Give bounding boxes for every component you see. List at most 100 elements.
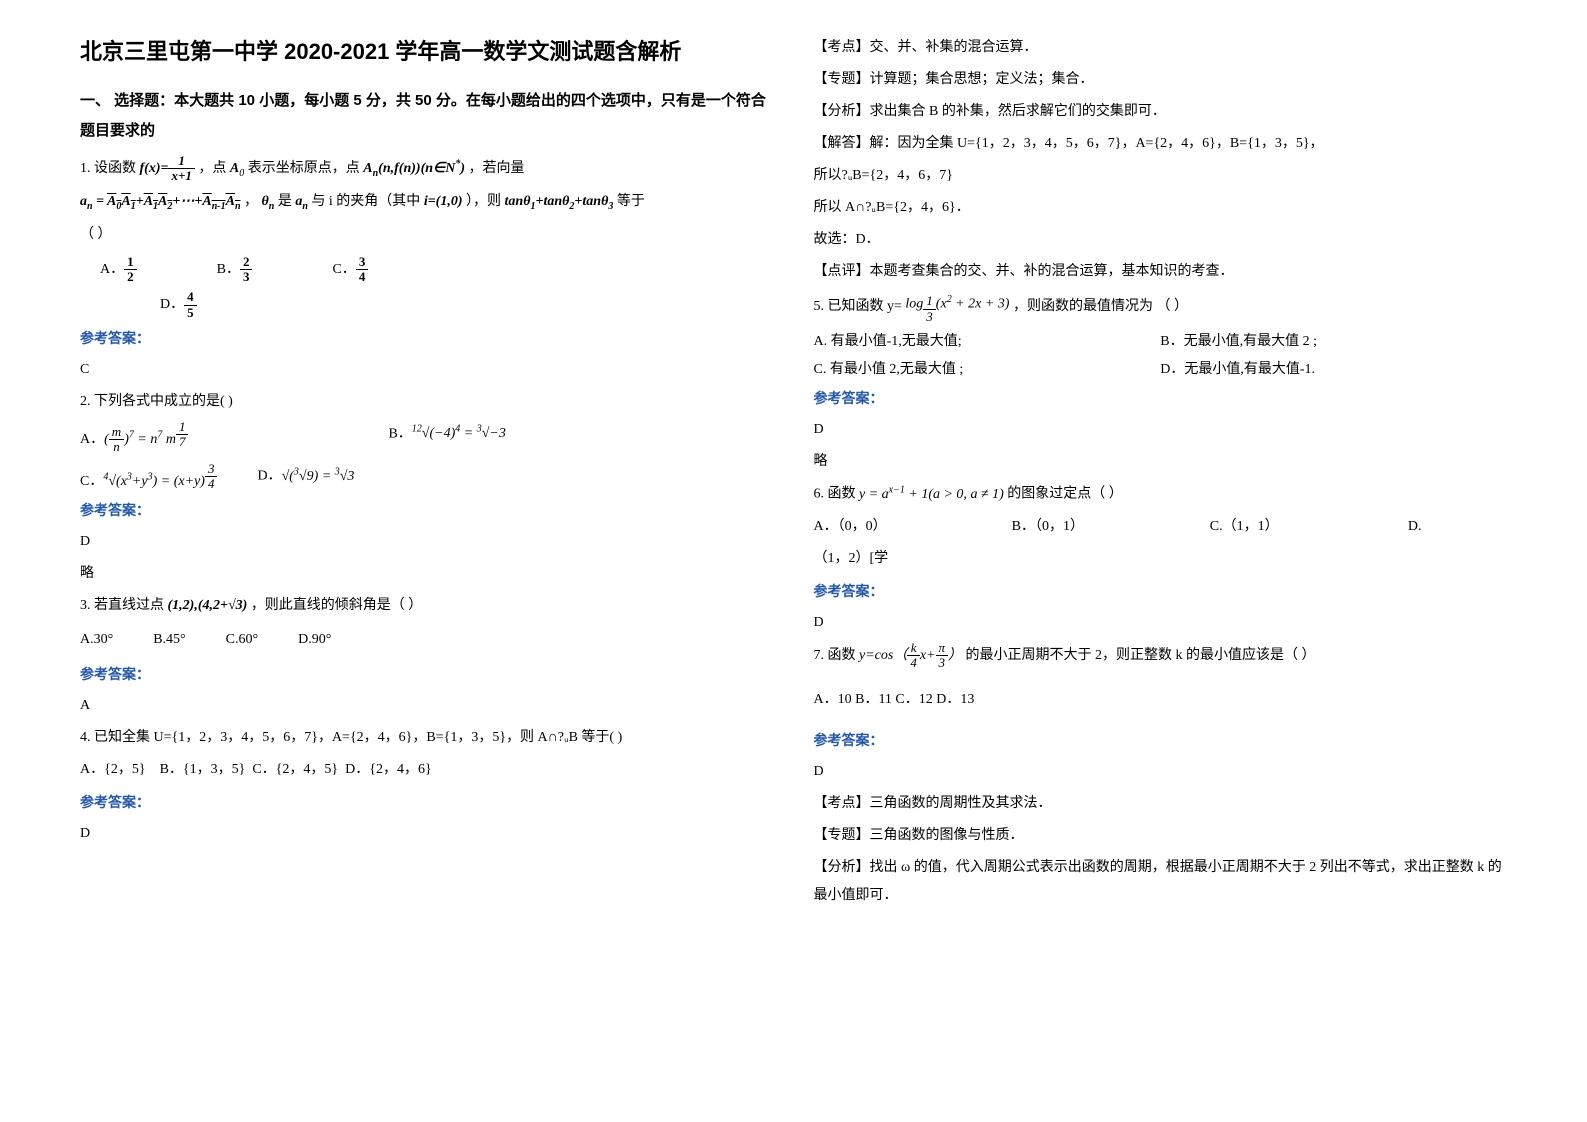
q3-options: A.30° B.45° C.60° D.90° bbox=[80, 626, 774, 654]
r-jieda2: 所以?ᵤB={2，4，6，7} bbox=[814, 162, 1508, 190]
q7-kaodian-text: 三角函数的周期性及其求法． bbox=[870, 796, 1052, 811]
q7-kaodian-label: 【考点】 bbox=[814, 796, 870, 811]
r-kaodian: 【考点】交、并、补集的混合运算． bbox=[814, 34, 1508, 62]
q1-mid1: ，点 bbox=[198, 161, 226, 176]
q1-a0: A0 bbox=[230, 161, 244, 176]
fenxi-text: 求出集合 B 的补集，然后求解它们的交集即可． bbox=[870, 104, 1166, 119]
q1-mid4: ， bbox=[244, 194, 258, 209]
q3-prefix: 3. 若直线过点 bbox=[80, 598, 164, 613]
q5-optD: D．无最小值,有最大值-1. bbox=[1160, 356, 1507, 384]
q1-theta: θn bbox=[262, 194, 275, 209]
q1-prefix: 1. 设函数 bbox=[80, 161, 136, 176]
q5-answer-label: 参考答案： bbox=[814, 384, 1508, 412]
q1-stem2: an = A0A1+A1A2+⋯+An-1An ， θn 是 an 与 i 的夹… bbox=[80, 188, 774, 217]
q3-optA: A.30° bbox=[80, 626, 113, 654]
q4-optC: C．{2，4，5} bbox=[252, 762, 338, 777]
q5-note: 略 bbox=[814, 448, 1508, 476]
q1-fx: f(x)=1x+1 bbox=[140, 161, 195, 176]
q7-stem: 7. 函数 y=cos（k4x+π3） 的最小正周期不大于 2，则正整数 k 的… bbox=[814, 641, 1508, 671]
q2-answer: D bbox=[80, 528, 774, 556]
q4-optB: B．{1，3，5} bbox=[160, 762, 246, 777]
q5-optB: B．无最小值,有最大值 2 ; bbox=[1160, 328, 1507, 356]
q3-answer-label: 参考答案： bbox=[80, 660, 774, 688]
q4-stem: 4. 已知全集 U={1，2，3，4，5，6，7}，A={2，4，6}，B={1… bbox=[80, 724, 774, 752]
r-zhuanti: 【专题】计算题；集合思想；定义法；集合． bbox=[814, 66, 1508, 94]
q2-row1: A．(mn)7 = n7 m17 B．12√(−4)4 = 3√−3 bbox=[80, 420, 774, 454]
q4-optD: D．{2，4，6} bbox=[345, 762, 432, 777]
q1-idef: i=(1,0) bbox=[424, 194, 463, 209]
q7-answer: D bbox=[814, 758, 1508, 786]
q5-formula: log13(x2 + 2x + 3) bbox=[905, 290, 1009, 324]
kaodian-text: 交、并、补集的混合运算． bbox=[870, 40, 1038, 55]
q6-optA: A．（0，0） bbox=[814, 513, 1012, 541]
q2-optB: B．12√(−4)4 = 3√−3 bbox=[388, 420, 505, 454]
q7-options: A．10 B．11 C．12 D．13 bbox=[814, 686, 1508, 714]
q3-points: (1,2),(4,2+√3) bbox=[168, 598, 248, 613]
q6-answer: D bbox=[814, 609, 1508, 637]
q1-mid7: ），则 bbox=[466, 194, 501, 209]
q1-tan: tanθ1+tanθ2+tanθ3 bbox=[505, 194, 614, 209]
r-jieda3: 所以 A∩?ᵤB={2，4，6}． bbox=[814, 194, 1508, 222]
left-column: 北京三里屯第一中学 2020-2021 学年高一数学文测试题含解析 一、 选择题… bbox=[60, 30, 794, 1092]
q2-optC: C．4√(x3+y3) = (x+y)34 bbox=[80, 462, 217, 496]
kaodian-label: 【考点】 bbox=[814, 40, 870, 55]
q6-prefix: 6. 函数 bbox=[814, 487, 856, 502]
q1-answer-label: 参考答案： bbox=[80, 324, 774, 352]
q6-optB: B．（0，1） bbox=[1012, 513, 1210, 541]
q4-answer: D bbox=[80, 820, 774, 848]
q5-answer: D bbox=[814, 416, 1508, 444]
r-fenxi: 【分析】求出集合 B 的补集，然后求解它们的交集即可． bbox=[814, 98, 1508, 126]
q1-vec: an = A0A1+A1A2+⋯+An-1An bbox=[80, 194, 241, 209]
q7-answer-label: 参考答案： bbox=[814, 726, 1508, 754]
q3-answer: A bbox=[80, 692, 774, 720]
q7-fenxi-text: 找出 ω 的值，代入周期公式表示出函数的周期，根据最小正周期不大于 2 列出不等… bbox=[814, 860, 1502, 903]
q1-mid3: ，若向量 bbox=[469, 161, 525, 176]
r-jieda4: 故选：D． bbox=[814, 226, 1508, 254]
q5-prefix: 5. 已知函数 y= bbox=[814, 299, 902, 314]
r-jieda: 【解答】解：因为全集 U={1，2，3，4，5，6，7}，A={2，4，6}，B… bbox=[814, 130, 1508, 158]
q1-mid8: 等于 bbox=[617, 194, 645, 209]
dianping-label: 【点评】 bbox=[814, 264, 870, 279]
q1-optA: A．12 bbox=[100, 255, 137, 285]
q3-stem: 3. 若直线过点 (1,2),(4,2+√3) ，则此直线的倾斜角是（ ） bbox=[80, 592, 774, 620]
q6-optD-prefix: D. bbox=[1408, 513, 1507, 541]
r-dianping: 【点评】本题考查集合的交、并、补的混合运算，基本知识的考查． bbox=[814, 258, 1508, 286]
q7-kaodian: 【考点】三角函数的周期性及其求法． bbox=[814, 790, 1508, 818]
q7-zhuanti-text: 三角函数的图像与性质． bbox=[870, 828, 1024, 843]
section-subtitle: 一、 选择题：本大题共 10 小题，每小题 5 分，共 50 分。在每小题给出的… bbox=[80, 86, 774, 146]
q4-optA: A．{2，5} bbox=[80, 762, 146, 777]
q2-note: 略 bbox=[80, 560, 774, 588]
q1-optB: B．23 bbox=[217, 255, 253, 285]
right-column: 【考点】交、并、补集的混合运算． 【专题】计算题；集合思想；定义法；集合． 【分… bbox=[794, 30, 1528, 1092]
q3-suffix: ，则此直线的倾斜角是（ ） bbox=[251, 598, 423, 613]
q7-formula: y=cos（k4x+π3） bbox=[859, 648, 962, 663]
q1-answer: C bbox=[80, 356, 774, 384]
q5-row1: A. 有最小值-1,无最大值; B．无最小值,有最大值 2 ; bbox=[814, 328, 1508, 356]
q6-optD: （1，2）[学 bbox=[814, 545, 1508, 573]
jieda-label: 【解答】 bbox=[814, 136, 870, 151]
q6-suffix: 的图象过定点（ ） bbox=[1007, 487, 1123, 502]
q1-mid6: 与 i 的夹角（其中 bbox=[311, 194, 420, 209]
q1-optD: D．45 bbox=[160, 290, 774, 320]
q7-fenxi: 【分析】找出 ω 的值，代入周期公式表示出函数的周期，根据最小正周期不大于 2 … bbox=[814, 854, 1508, 910]
q3-optD: D.90° bbox=[298, 626, 331, 654]
q1-blank: （ ） bbox=[80, 221, 774, 249]
dianping-text: 本题考查集合的交、并、补的混合运算，基本知识的考查． bbox=[870, 264, 1234, 279]
q4-options: A．{2，5} B．{1，3，5} C．{2，4，5} D．{2，4，6} bbox=[80, 756, 774, 784]
q1-mid5: 是 bbox=[278, 194, 292, 209]
zhuanti-text: 计算题；集合思想；定义法；集合． bbox=[870, 72, 1094, 87]
q2-optA: A．(mn)7 = n7 m17 bbox=[80, 420, 188, 454]
q1-options-row1: A．12 B．23 C．34 bbox=[100, 255, 774, 285]
zhuanti-label: 【专题】 bbox=[814, 72, 870, 87]
q7-zhuanti-label: 【专题】 bbox=[814, 828, 870, 843]
q6-answer-label: 参考答案： bbox=[814, 577, 1508, 605]
q6-options: A．（0，0） B．（0，1） C.（1，1） D. bbox=[814, 513, 1508, 541]
jieda-text: 解：因为全集 U={1，2，3，4，5，6，7}，A={2，4，6}，B={1，… bbox=[870, 136, 1324, 151]
fenxi-label: 【分析】 bbox=[814, 104, 870, 119]
q2-optD: D．√(3√9) = 3√3 bbox=[257, 462, 354, 496]
q5-optC: C. 有最小值 2,无最大值 ; bbox=[814, 356, 1161, 384]
page-title: 北京三里屯第一中学 2020-2021 学年高一数学文测试题含解析 bbox=[80, 30, 774, 74]
q6-formula: y = ax−1 + 1(a > 0, a ≠ 1) bbox=[859, 487, 1004, 502]
q7-zhuanti: 【专题】三角函数的图像与性质． bbox=[814, 822, 1508, 850]
q2-stem: 2. 下列各式中成立的是( ) bbox=[80, 388, 774, 416]
